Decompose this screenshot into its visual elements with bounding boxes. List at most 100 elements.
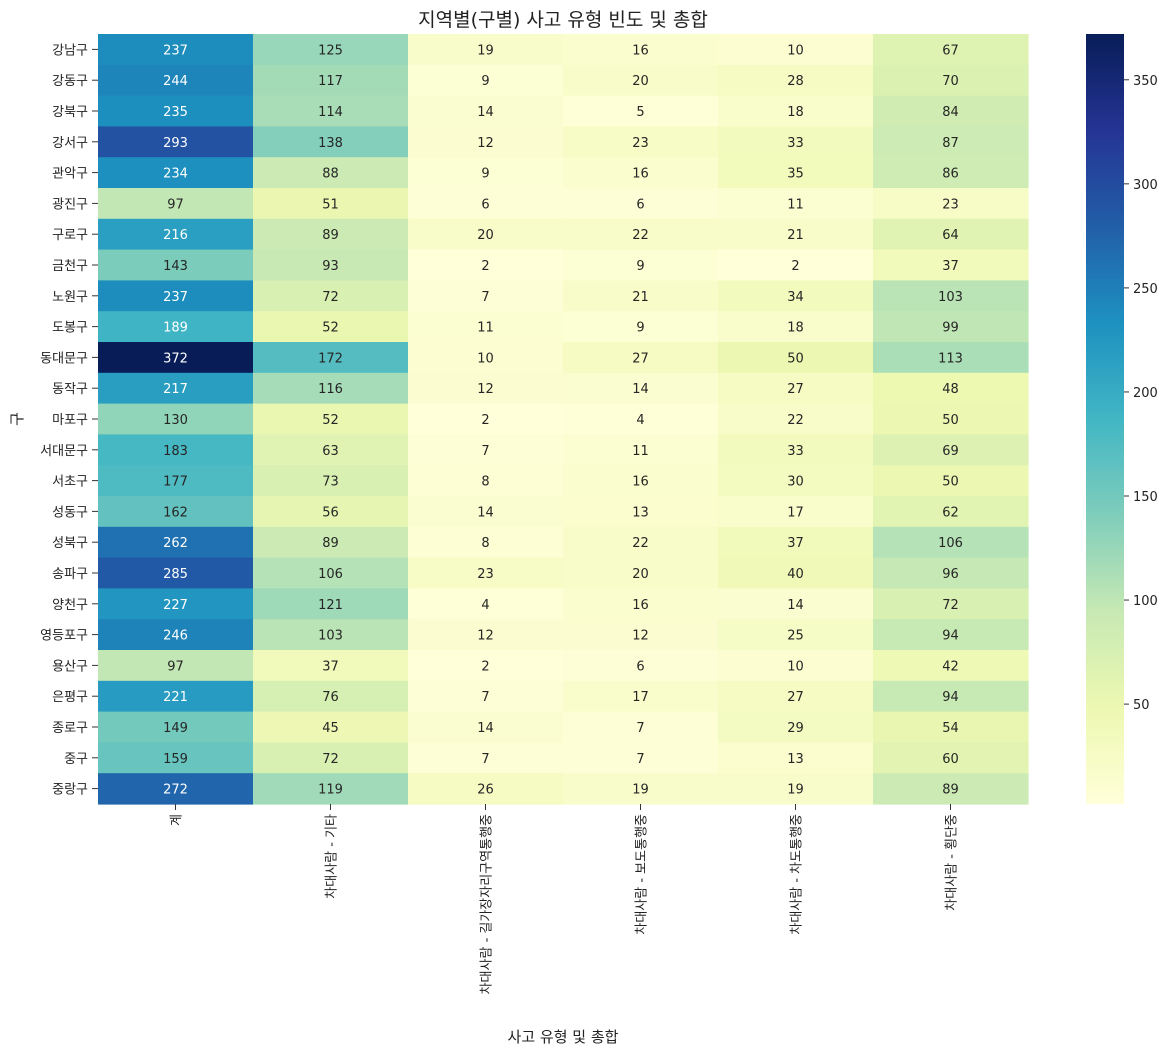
heatmap-cell <box>718 311 874 343</box>
cell-value-label: 114 <box>318 105 343 120</box>
cell-value-label: 138 <box>318 136 343 151</box>
heatmap-cell <box>873 742 1029 774</box>
y-axis-label: 구 <box>8 412 26 426</box>
heatmap-cell <box>253 403 409 435</box>
cell-value-label: 70 <box>942 74 959 89</box>
cell-value-label: 262 <box>163 536 188 551</box>
heatmap-cell <box>873 588 1029 620</box>
heatmap-cell <box>408 188 564 220</box>
heatmap-cell <box>408 465 564 497</box>
cell-value-label: 221 <box>163 690 188 705</box>
cell-value-label: 72 <box>322 290 339 305</box>
cell-value-label: 97 <box>167 659 184 674</box>
cell-value-label: 159 <box>163 752 188 767</box>
colorbar-tick-label: 150 <box>1133 490 1158 505</box>
colorbar-tick-label: 350 <box>1133 74 1158 89</box>
cell-value-label: 12 <box>477 629 494 644</box>
row-label: 금천구 <box>52 259 88 274</box>
cell-value-label: 14 <box>477 505 494 520</box>
cell-value-label: 162 <box>163 505 188 520</box>
heatmap-cell <box>253 742 409 774</box>
heatmap-cell <box>408 64 564 97</box>
cell-value-label: 16 <box>632 167 649 182</box>
cell-value-label: 94 <box>942 629 959 644</box>
heatmap-cell <box>718 711 874 743</box>
heatmap-cell <box>253 773 409 805</box>
heatmap-cell <box>873 773 1029 805</box>
row-label: 중구 <box>64 752 88 767</box>
heatmap-cell <box>718 218 874 251</box>
row-label: 강동구 <box>52 74 88 89</box>
cell-value-label: 42 <box>942 659 959 674</box>
column-label: 차대사람 - 보도통행중 <box>634 814 650 935</box>
cell-value-label: 21 <box>787 228 804 243</box>
cell-value-label: 19 <box>787 783 804 798</box>
heatmap-cell <box>253 157 409 189</box>
heatmap-cell <box>718 773 874 805</box>
heatmap-cell <box>563 711 719 743</box>
cell-value-label: 40 <box>787 567 804 582</box>
cell-value-label: 125 <box>318 43 343 58</box>
cell-value-label: 2 <box>791 259 799 274</box>
heatmap-cell <box>718 95 874 127</box>
heatmap-cell <box>718 126 874 158</box>
cell-value-label: 30 <box>787 475 804 490</box>
heatmap-cell <box>563 434 719 466</box>
cell-value-label: 89 <box>322 536 339 551</box>
cell-value-label: 12 <box>477 136 494 151</box>
cell-value-label: 28 <box>787 74 804 89</box>
cell-value-label: 9 <box>481 167 489 182</box>
cell-value-label: 18 <box>787 321 804 336</box>
heatmap-cell <box>408 249 564 281</box>
heatmap-cell <box>98 588 254 620</box>
cell-value-label: 11 <box>787 197 804 212</box>
heatmap-cell <box>98 64 254 97</box>
cell-value-label: 12 <box>477 382 494 397</box>
heatmap-cell <box>408 280 564 312</box>
cell-value-label: 17 <box>787 505 804 520</box>
cell-value-label: 21 <box>632 290 649 305</box>
cell-value-label: 29 <box>787 721 804 736</box>
row-label: 동작구 <box>52 382 88 397</box>
row-label: 관악구 <box>52 167 88 182</box>
cell-value-label: 149 <box>163 721 188 736</box>
heatmap-cell <box>873 680 1029 713</box>
heatmap-cell <box>253 711 409 743</box>
heatmap-cell <box>253 95 409 127</box>
heatmap-cell <box>408 372 564 405</box>
heatmap-cell <box>98 680 254 713</box>
heatmap-cell <box>98 557 254 589</box>
heatmap-cell <box>563 280 719 312</box>
heatmap-cell <box>253 34 409 66</box>
cell-value-label: 246 <box>163 629 188 644</box>
heatmap-cell <box>718 34 874 66</box>
heatmap-cell <box>873 403 1029 435</box>
heatmap-cell <box>98 280 254 312</box>
row-label: 광진구 <box>52 197 88 212</box>
cell-value-label: 143 <box>163 259 188 274</box>
heatmap-cell <box>718 64 874 97</box>
heatmap-cell <box>253 280 409 312</box>
cell-value-label: 189 <box>163 321 188 336</box>
heatmap-cell <box>873 711 1029 743</box>
cell-value-label: 27 <box>632 351 649 366</box>
cell-value-label: 94 <box>942 690 959 705</box>
heatmap-cell <box>408 218 564 251</box>
heatmap-cell <box>98 496 254 528</box>
heatmap-cell <box>408 311 564 343</box>
heatmap-cell <box>408 619 564 651</box>
cell-value-label: 22 <box>632 228 649 243</box>
heatmap-cell <box>408 588 564 620</box>
row-label: 강서구 <box>52 136 88 151</box>
cell-value-label: 88 <box>322 167 339 182</box>
heatmap-cell <box>253 619 409 651</box>
cell-value-label: 96 <box>942 567 959 582</box>
cell-value-label: 9 <box>636 259 644 274</box>
heatmap-cell <box>253 372 409 405</box>
cell-value-label: 72 <box>322 752 339 767</box>
heatmap-cell <box>408 157 564 189</box>
cell-value-label: 172 <box>318 351 343 366</box>
heatmap-cell <box>873 64 1029 97</box>
cell-value-label: 27 <box>787 690 804 705</box>
heatmap-cell <box>98 526 254 559</box>
